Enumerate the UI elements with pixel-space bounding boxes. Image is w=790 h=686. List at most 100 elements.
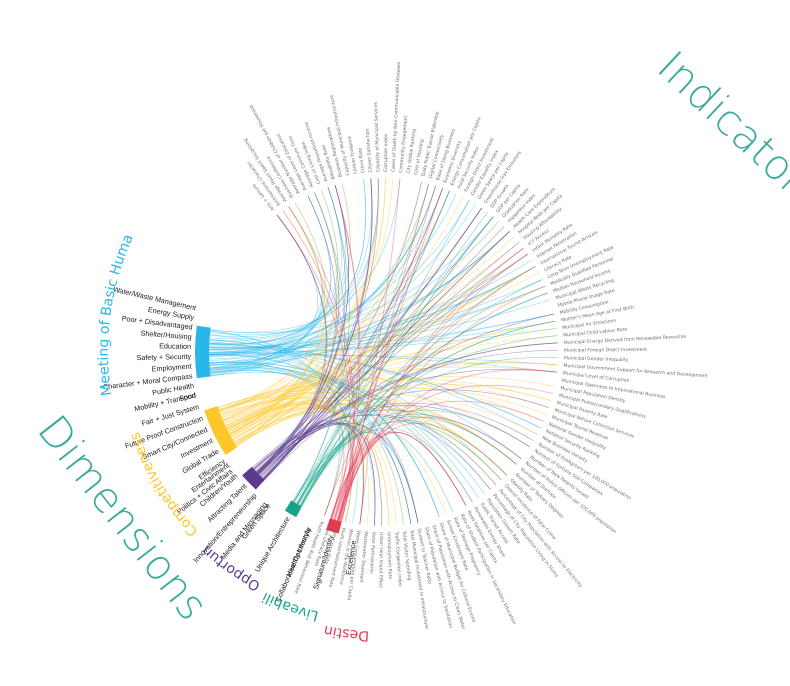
ribbon-competitiveness (219, 395, 364, 525)
ribbon-liveability (296, 432, 419, 523)
ribbon-meeting (208, 320, 556, 356)
ribbon-competitiveness (222, 320, 556, 421)
ribbon-opportunity (263, 231, 510, 480)
group-title-text: Meeting of Basic Human Needs (0, 0, 137, 397)
ribbon-liveability (297, 200, 470, 505)
ribbon-destiny (288, 206, 355, 522)
ribbon-opportunity (256, 247, 524, 473)
ribbon-meeting (209, 366, 344, 519)
ribbon-liveability (294, 279, 543, 503)
indicator-label: Crime Rate (357, 147, 366, 173)
ribbon-competitiveness (222, 177, 386, 421)
ribbon-liveability (293, 211, 488, 503)
ribbon-opportunity (252, 420, 412, 524)
ribbon-opportunity (257, 349, 559, 474)
ribbon-opportunity (258, 178, 379, 475)
ribbon-liveability (300, 292, 548, 507)
ribbon-competitiveness (223, 253, 528, 424)
arc-destiny (326, 518, 342, 534)
ribbon-destiny (338, 436, 363, 522)
ribbon-meeting (209, 339, 538, 435)
ribbon-competitiveness (226, 404, 354, 522)
ribbon-meeting (210, 206, 323, 373)
ribbon-competitiveness (220, 392, 517, 465)
ribbon-opportunity (263, 231, 510, 480)
ribbon-competitiveness (226, 404, 342, 516)
sub-dimension-label: Education (159, 341, 191, 351)
ribbon-meeting (210, 330, 353, 522)
ribbon-opportunity (257, 368, 557, 474)
indicator-label: Citizen Satisfaction (365, 128, 374, 173)
ribbon-meeting (208, 354, 558, 366)
ribbon-competitiveness (226, 190, 450, 429)
indicator-label: Capacity of Municipal Services (373, 101, 381, 172)
ribbon-competitiveness (229, 266, 536, 435)
ribbon-meeting (209, 179, 367, 340)
ribbon-meeting (208, 349, 440, 518)
ribbon-meeting (209, 266, 536, 349)
ribbon-opportunity (263, 178, 373, 480)
ribbon-meeting (209, 187, 342, 347)
ribbon-meeting (209, 183, 351, 358)
ribbon-destiny (333, 253, 528, 520)
ribbon-destiny (338, 423, 508, 522)
ribbon-opportunity (256, 192, 340, 473)
ribbon-meeting (209, 334, 353, 522)
ribbon-competitiveness (234, 182, 422, 445)
ribbon-competitiveness (229, 206, 326, 435)
ribbon-meeting (209, 259, 532, 348)
ribbon-competitiveness (234, 177, 386, 445)
ribbon-meeting (210, 193, 457, 336)
ribbon-meeting (210, 231, 510, 374)
ribbon-meeting (209, 214, 318, 369)
ribbon-meeting (208, 185, 437, 356)
ribbon-meeting (209, 231, 510, 361)
indicator-label: Total Visitor Spending (401, 530, 413, 581)
ribbon-liveability (298, 429, 454, 512)
ribbon-destiny (329, 431, 467, 519)
ribbon-meeting (209, 185, 437, 364)
ribbon-competitiveness (232, 207, 482, 441)
ribbon-opportunity (263, 190, 450, 480)
ribbon-meeting (209, 231, 510, 360)
ribbon-competitiveness (233, 403, 508, 476)
ribbon-meeting (208, 354, 440, 518)
ribbon-meeting (209, 195, 332, 369)
ribbon-destiny (335, 185, 437, 521)
ribbon-competitiveness (229, 407, 370, 526)
ribbon-competitiveness (232, 342, 558, 440)
ribbon-competitiveness (227, 183, 430, 432)
ribbon-competitiveness (231, 403, 502, 481)
ribbon-opportunity (254, 422, 376, 526)
ribbon-competitiveness (219, 266, 536, 412)
indicator-label: Community Engagement (398, 115, 409, 173)
ribbon-opportunity (258, 422, 419, 523)
ribbon-liveability (297, 421, 502, 505)
ribbon-competitiveness (233, 401, 517, 465)
ribbon-competitiveness (229, 178, 379, 436)
ribbon-competitiveness (235, 406, 497, 486)
ribbon-liveability (293, 192, 346, 503)
indicator-label: Unemployment Rate (386, 532, 393, 580)
ribbon-meeting (209, 342, 502, 481)
ribbon-competitiveness (226, 399, 502, 481)
ribbon-destiny (336, 432, 467, 521)
indicator-label: Municipal Gender Inequality (564, 355, 629, 363)
ribbon-meeting (209, 361, 473, 503)
ribbon-destiny (332, 436, 419, 523)
ribbon-meeting (209, 362, 358, 524)
ribbon-competitiveness (219, 206, 324, 413)
indicator-label: Voter Participation (368, 532, 376, 575)
ribbon-meeting (209, 341, 522, 460)
ribbon-destiny (330, 416, 522, 519)
ribbon-competitiveness (221, 385, 544, 422)
ribbon-meeting (210, 266, 536, 375)
ribbon-competitiveness (218, 379, 550, 410)
arc-opportunity (242, 466, 265, 490)
ribbon-competitiveness (234, 411, 397, 526)
ribbon-destiny (331, 184, 360, 520)
ribbon-liveability (300, 216, 494, 507)
ribbon-opportunity (253, 389, 550, 470)
ribbon-meeting (209, 363, 440, 518)
ribbon-liveability (296, 335, 558, 504)
